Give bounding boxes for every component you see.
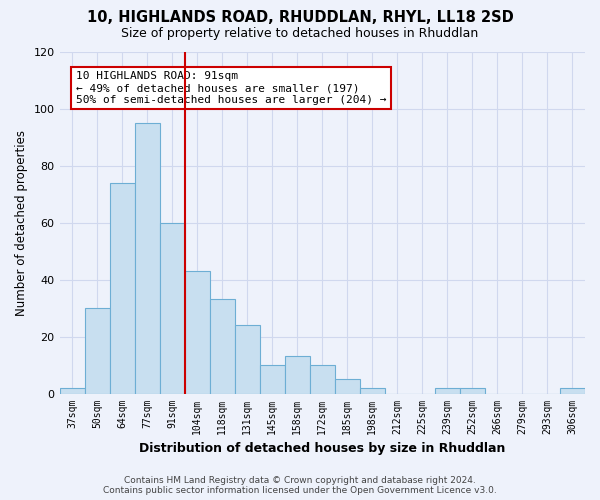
- Bar: [260, 365, 285, 394]
- Text: Contains HM Land Registry data © Crown copyright and database right 2024.
Contai: Contains HM Land Registry data © Crown c…: [103, 476, 497, 495]
- Y-axis label: Number of detached properties: Number of detached properties: [15, 130, 28, 316]
- Bar: [560, 388, 585, 394]
- Bar: [360, 388, 385, 394]
- Bar: [59, 388, 85, 394]
- Bar: [85, 308, 110, 394]
- Bar: [209, 300, 235, 394]
- Text: 10 HIGHLANDS ROAD: 91sqm
← 49% of detached houses are smaller (197)
50% of semi-: 10 HIGHLANDS ROAD: 91sqm ← 49% of detach…: [76, 72, 386, 104]
- Bar: [310, 365, 335, 394]
- Text: Size of property relative to detached houses in Rhuddlan: Size of property relative to detached ho…: [121, 28, 479, 40]
- Bar: [460, 388, 485, 394]
- Bar: [335, 380, 360, 394]
- Bar: [160, 222, 185, 394]
- X-axis label: Distribution of detached houses by size in Rhuddlan: Distribution of detached houses by size …: [139, 442, 505, 455]
- Bar: [435, 388, 460, 394]
- Bar: [185, 271, 209, 394]
- Text: 10, HIGHLANDS ROAD, RHUDDLAN, RHYL, LL18 2SD: 10, HIGHLANDS ROAD, RHUDDLAN, RHYL, LL18…: [86, 10, 514, 25]
- Bar: [134, 123, 160, 394]
- Bar: [110, 182, 134, 394]
- Bar: [235, 325, 260, 394]
- Bar: [285, 356, 310, 394]
